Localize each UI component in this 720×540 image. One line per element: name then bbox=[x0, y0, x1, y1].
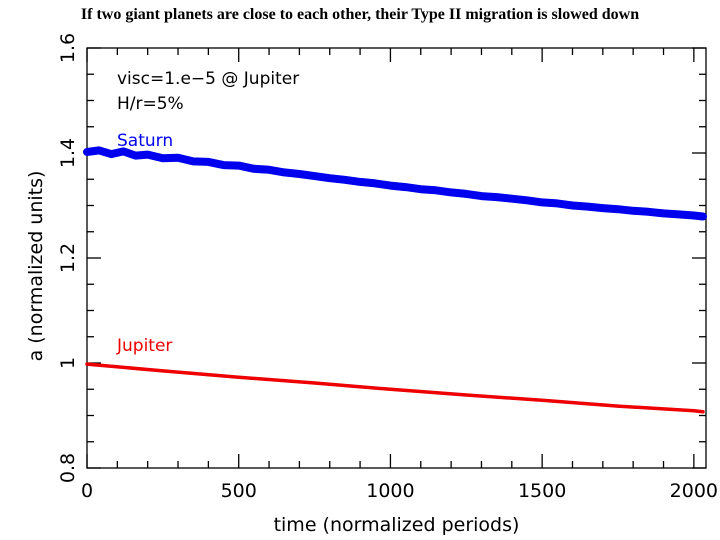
x-axis-label: time (normalized periods) bbox=[274, 514, 520, 536]
series-line-saturn bbox=[83, 146, 707, 221]
annotation-viscosity: visc=1.e−5 @ Jupiter bbox=[117, 69, 299, 89]
series-label-jupiter: Jupiter bbox=[116, 336, 172, 356]
axis-ticks: 0 500 1000 1500 2000 0.8 1 1.2 1.4 1.6 bbox=[57, 33, 718, 502]
x-tick-label: 0 bbox=[81, 480, 93, 502]
y-tick-label: 1 bbox=[57, 357, 79, 369]
annotation-aspect-ratio: H/r=5% bbox=[117, 94, 184, 114]
y-tick-label: 0.8 bbox=[57, 453, 79, 483]
x-tick-label: 1500 bbox=[518, 480, 566, 502]
series-line-jupiter bbox=[85, 362, 705, 414]
y-axis-label: a (normalized units) bbox=[25, 171, 47, 362]
data-series bbox=[83, 146, 707, 414]
x-tick-label: 2000 bbox=[670, 480, 718, 502]
y-tick-label: 1.4 bbox=[57, 138, 79, 168]
x-tick-label: 500 bbox=[221, 480, 257, 502]
x-tick-label: 1000 bbox=[366, 480, 414, 502]
y-tick-label: 1.6 bbox=[57, 33, 79, 63]
page-headline: If two giant planets are close to each o… bbox=[80, 6, 640, 23]
series-label-saturn: Saturn bbox=[117, 131, 173, 151]
y-tick-label: 1.2 bbox=[57, 243, 79, 273]
